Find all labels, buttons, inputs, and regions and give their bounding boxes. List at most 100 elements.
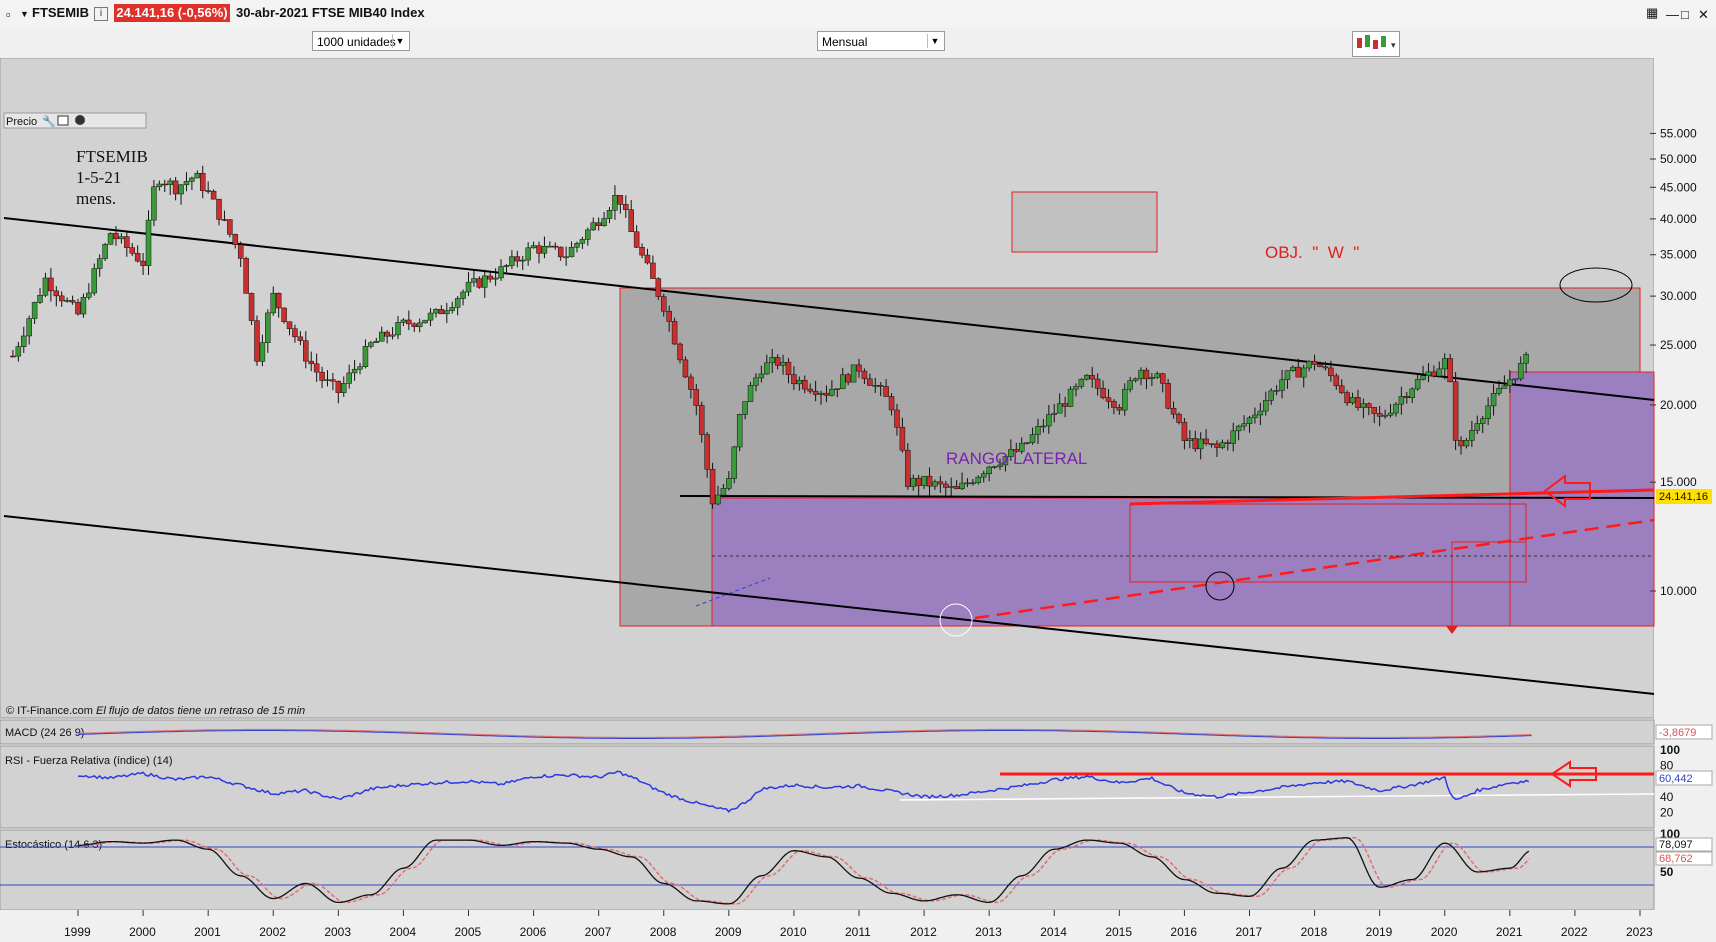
candle: [1306, 360, 1312, 369]
candle: [704, 434, 710, 470]
candle: [1328, 367, 1334, 377]
x-tick-label: 2009: [715, 925, 742, 939]
candle: [1371, 407, 1377, 414]
credit-note: El flujo de datos tiene un retraso de 15…: [96, 705, 305, 717]
candle: [1349, 397, 1356, 404]
candle: [1317, 364, 1323, 367]
candle: [107, 233, 114, 245]
candle: [872, 385, 879, 387]
candle: [1024, 442, 1030, 444]
candle: [693, 389, 700, 406]
red-resistance-line: [1129, 488, 1655, 506]
candlestick-chart-icon: ▾: [1357, 35, 1396, 50]
candle: [921, 475, 927, 486]
close-icon[interactable]: [75, 115, 85, 125]
stoch-panel-bg: [0, 829, 1655, 911]
quote-badge: 24.141,16 (-0,56%): [114, 4, 230, 22]
wrench-icon[interactable]: 🔧: [42, 114, 56, 128]
candle: [1132, 378, 1139, 381]
maximize-icon[interactable]: □: [1681, 7, 1689, 22]
calculator-icon[interactable]: ▦: [1646, 5, 1659, 20]
macd-value: -3,8679: [1659, 727, 1696, 739]
candle: [1501, 385, 1508, 389]
candle: [747, 385, 754, 402]
candle: [1463, 440, 1470, 447]
candle: [563, 256, 569, 259]
macd-panel-label: MACD (24 26 9): [5, 727, 84, 739]
candle: [829, 388, 835, 396]
candle: [335, 380, 342, 393]
candle: [460, 291, 466, 299]
candle: [411, 323, 418, 328]
close-icon[interactable]: ✕: [1698, 7, 1709, 22]
x-tick-label: 2015: [1105, 925, 1132, 939]
candle: [183, 181, 190, 186]
candle: [1159, 373, 1166, 384]
candle: [959, 482, 965, 490]
rsi-value: 60,442: [1659, 773, 1693, 785]
candle: [975, 476, 982, 484]
candle: [1436, 368, 1443, 377]
candle: [91, 268, 98, 294]
candle: [1409, 388, 1415, 399]
candle: [709, 468, 716, 505]
candle: [1252, 414, 1258, 419]
period-select[interactable]: Mensual ▼: [817, 31, 945, 51]
candle: [1404, 396, 1410, 399]
window-icon[interactable]: [57, 115, 69, 126]
candle: [275, 292, 282, 309]
candle: [677, 343, 683, 361]
info-icon[interactable]: i: [94, 7, 108, 21]
rsi-panel-label: RSI - Fuerza Relativa (índice) (14): [5, 755, 173, 767]
candle: [894, 409, 900, 428]
chevron-down-icon: ▼: [927, 34, 942, 48]
price-label-box: [3, 112, 147, 129]
rsi-panel-bg: [0, 745, 1655, 829]
candle: [698, 405, 705, 435]
y-tick-label: 40.000: [1660, 212, 1697, 226]
candle: [1078, 378, 1085, 387]
rsi-tick-label: 40: [1660, 790, 1674, 804]
candle: [167, 180, 173, 185]
candle: [1154, 373, 1161, 378]
candle: [547, 245, 553, 248]
indicator-series: [77, 728, 1532, 905]
empty-box: [1011, 191, 1158, 253]
stoch-d-value: 68,762: [1659, 853, 1693, 865]
candle: [736, 414, 743, 448]
y-tick-label: 30.000: [1660, 289, 1697, 303]
candle: [69, 300, 76, 303]
annotation-range: RANGO LATERAL: [946, 449, 1087, 468]
candle: [232, 234, 239, 245]
svg-text:▾: ▾: [1391, 40, 1396, 50]
candle: [96, 258, 103, 269]
candle: [1442, 358, 1448, 370]
candle: [1143, 369, 1150, 380]
chart-type-button[interactable]: ▾: [1352, 31, 1400, 57]
candle: [606, 210, 613, 219]
candle: [384, 331, 390, 337]
candle: [633, 231, 640, 248]
upper-channel-line: [3, 217, 1655, 401]
units-select[interactable]: 1000 unidades ▼: [312, 31, 410, 51]
last-price-value: 24.141,16: [1659, 491, 1708, 503]
annotation-target: OBJ. " W ": [1265, 243, 1359, 262]
candle: [1344, 392, 1350, 404]
stoch-k-tag: [1655, 837, 1713, 852]
candle: [671, 321, 678, 345]
candle: [856, 364, 862, 372]
candle: [102, 244, 108, 259]
chevron-down-icon[interactable]: ▼: [20, 9, 29, 19]
candle: [1355, 397, 1361, 408]
candle: [1333, 375, 1340, 387]
minimize-icon[interactable]: —: [1666, 7, 1679, 22]
candle: [1181, 422, 1188, 441]
candle: [612, 195, 618, 211]
candle: [1523, 354, 1529, 364]
axes: 10.000 15.000 20.000 25.000 30.000 35.000 40.0…: [64, 126, 1697, 939]
candle: [378, 331, 385, 342]
window-icon[interactable]: ▫: [6, 7, 11, 22]
candle: [1268, 390, 1274, 401]
candle: [1197, 438, 1204, 450]
candle: [1046, 414, 1052, 427]
